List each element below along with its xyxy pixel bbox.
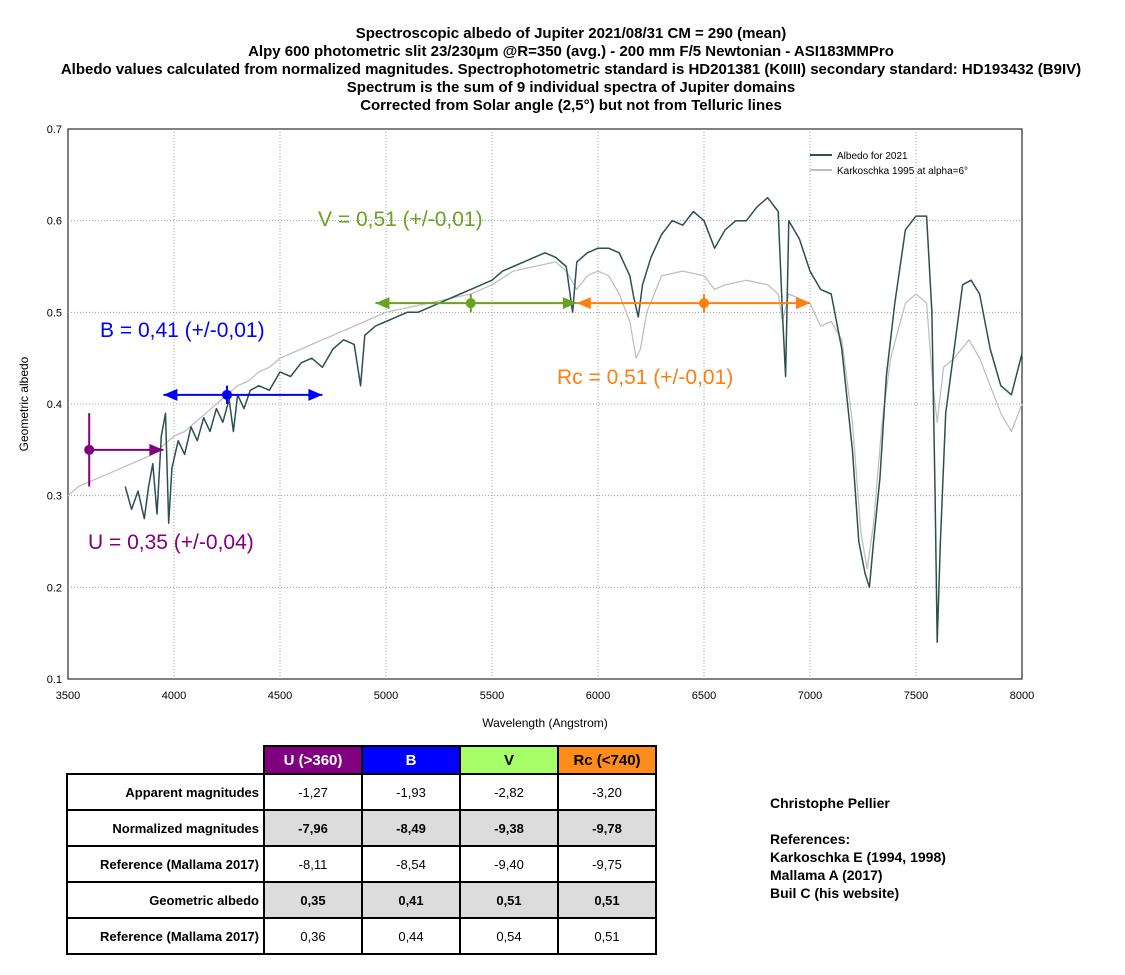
x-tick-label: 4500 — [268, 690, 292, 702]
table-header-b: B — [361, 745, 461, 775]
table-cell: 0,51 — [459, 881, 559, 919]
chart-title-line-2: Alpy 600 photometric slit 23/230µm @R=35… — [248, 43, 894, 60]
table-cell: -8,11 — [263, 845, 363, 883]
x-tick-label: 7500 — [904, 690, 928, 702]
y-axis-label: Geometric albedo — [17, 356, 31, 451]
table-row-label: Apparent magnitudes — [66, 773, 265, 811]
y-tick-label: 0.7 — [47, 124, 62, 136]
table-cell: -1,93 — [361, 773, 461, 811]
legend-label-1: Karkoschka 1995 at alpha=6° — [837, 166, 968, 177]
chart: Spectroscopic albedo of Jupiter 2021/08/… — [17, 25, 1081, 730]
chart-title-line-5: Corrected from Solar angle (2,5°) but no… — [360, 97, 782, 114]
y-tick-label: 0.6 — [47, 216, 62, 228]
table-cell: 0,36 — [263, 917, 363, 955]
x-tick-label: 6500 — [692, 690, 716, 702]
annotation-label: U = 0,35 (+/-0,04) — [88, 531, 254, 554]
table-cell: -1,27 — [263, 773, 363, 811]
table-cell: 0,54 — [459, 917, 559, 955]
annotation-label: B = 0,41 (+/-0,01) — [100, 319, 265, 342]
author-name: Christophe Pellier — [770, 795, 890, 811]
legend-label-0: Albedo for 2021 — [837, 151, 908, 162]
table-cell: 0,44 — [361, 917, 461, 955]
x-tick-label: 7000 — [798, 690, 822, 702]
annotation-arrowhead-right — [308, 388, 323, 401]
tick-labels: 3500 4000 4500 5000 5500 6000 6500 7000 7500 8000… — [47, 124, 1035, 702]
annotation-arrowhead-left — [163, 388, 178, 401]
magnitude-table: U (>360) B V Rc (<740) Apparent magnitud… — [66, 745, 657, 955]
table-row-label: Normalized magnitudes — [66, 809, 265, 847]
annotation-arrowhead-left — [576, 297, 591, 310]
table-header-row: U (>360) B V Rc (<740) — [67, 745, 657, 775]
annotation-arrowhead-left — [375, 297, 390, 310]
table-cell: 0,41 — [361, 881, 461, 919]
y-tick-label: 0.3 — [47, 491, 62, 503]
annotation-arrowhead-right — [149, 443, 164, 456]
annotation-2: V = 0,51 (+/-0,01) — [318, 208, 577, 313]
reference-item: Buil C (his website) — [770, 885, 900, 901]
table-cell: -8,49 — [361, 809, 461, 847]
annotation-point — [222, 389, 232, 400]
annotation-0: U = 0,35 (+/-0,04) — [84, 413, 254, 554]
annotation-arrowhead-right — [562, 297, 577, 310]
reference-item: Karkoschka E (1994, 1998) — [770, 849, 946, 865]
y-tick-label: 0.1 — [47, 674, 62, 686]
table-cell: 0,51 — [557, 917, 657, 955]
annotation-label: V = 0,51 (+/-0,01) — [318, 208, 483, 231]
credits-block: Christophe Pellier References: Karkoschk… — [770, 794, 946, 902]
x-tick-label: 6000 — [586, 690, 610, 702]
table-cell: -3,20 — [557, 773, 657, 811]
annotation-1: B = 0,41 (+/-0,01) — [100, 319, 323, 404]
table-row-label: Reference (Mallama 2017) — [66, 917, 265, 955]
table-cell: -9,40 — [459, 845, 559, 883]
table-header-blank — [67, 746, 264, 774]
table-cell: 0,51 — [557, 881, 657, 919]
references-title: References: — [770, 831, 851, 847]
x-axis-label: Wavelength (Angstrom) — [482, 716, 608, 730]
table-row: Geometric albedo 0,35 0,41 0,51 0,51 — [66, 881, 657, 919]
y-tick-label: 0.2 — [47, 582, 62, 594]
y-tick-label: 0.4 — [47, 399, 62, 411]
legend: Albedo for 2021 Karkoschka 1995 at alpha… — [810, 151, 968, 177]
annotation-point — [84, 444, 95, 455]
table-row-label: Geometric albedo — [66, 881, 265, 919]
chart-title-line-4: Spectrum is the sum of 9 individual spec… — [347, 79, 795, 96]
table-header-rc: Rc (<740) — [557, 745, 657, 775]
series-line-0 — [124, 196, 1023, 644]
annotation-arrowhead-right — [796, 297, 810, 310]
annotation-point — [465, 298, 476, 309]
chart-title-block: Spectroscopic albedo of Jupiter 2021/08/… — [61, 25, 1081, 114]
x-tick-label: 4000 — [162, 690, 186, 702]
table-cell: -8,54 — [361, 845, 461, 883]
credits-spacer — [770, 812, 946, 830]
table-header-u: U (>360) — [263, 745, 363, 775]
table-cell: -9,38 — [459, 809, 559, 847]
annotation-point — [699, 298, 709, 309]
table-row: Normalized magnitudes -7,96 -8,49 -9,38 … — [66, 809, 657, 847]
chart-title-line-1: Spectroscopic albedo of Jupiter 2021/08/… — [356, 25, 787, 42]
annotation-label: Rc = 0,51 (+/-0,01) — [557, 366, 733, 389]
table-cell: -9,78 — [557, 809, 657, 847]
x-tick-label: 8000 — [1010, 690, 1034, 702]
x-tick-label: 3500 — [56, 690, 80, 702]
chart-title-line-3: Albedo values calculated from normalized… — [61, 61, 1081, 78]
table-cell: -7,96 — [263, 809, 363, 847]
reference-item: Mallama A (2017) — [770, 867, 883, 883]
annotation-3: Rc = 0,51 (+/-0,01) — [557, 294, 810, 389]
table-row-label: Reference (Mallama 2017) — [66, 845, 265, 883]
table-cell: -2,82 — [459, 773, 559, 811]
table-header-v: V — [459, 745, 559, 775]
table-cell: 0,35 — [263, 881, 363, 919]
table-row: Apparent magnitudes -1,27 -1,93 -2,82 -3… — [66, 773, 657, 811]
x-tick-label: 5000 — [374, 690, 398, 702]
table-row: Reference (Mallama 2017) 0,36 0,44 0,54 … — [66, 917, 657, 955]
series-layer — [67, 196, 1023, 644]
table-row: Reference (Mallama 2017) -8,11 -8,54 -9,… — [66, 845, 657, 883]
annotation-layer: U = 0,35 (+/-0,04) B = 0,41 (+/-0,01) V = … — [84, 208, 810, 554]
x-tick-label: 5500 — [480, 690, 504, 702]
y-tick-label: 0.5 — [47, 307, 62, 319]
table-cell: -9,75 — [557, 845, 657, 883]
